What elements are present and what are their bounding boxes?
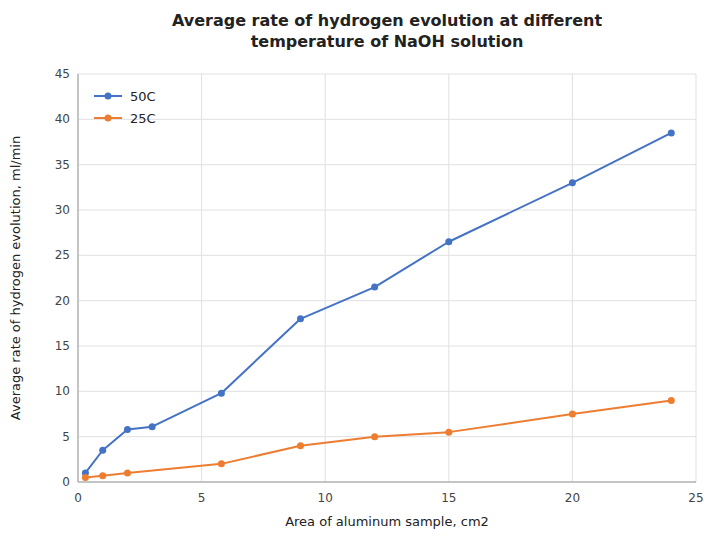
x-grid-line [201, 74, 202, 482]
x-axis-line [78, 482, 696, 483]
point [82, 474, 89, 481]
y-grid-line [78, 300, 696, 301]
y-tick-label: 5 [62, 430, 70, 444]
legend: 50C25C [94, 89, 156, 126]
y-tick-label: 20 [55, 294, 70, 308]
plot-area [82, 129, 675, 481]
grid [78, 74, 696, 482]
x-grid-line [696, 74, 697, 482]
x-tick-label: 10 [318, 491, 333, 505]
y-grid-line [78, 346, 696, 347]
series-line [85, 400, 671, 477]
x-tick-label: 5 [198, 491, 206, 505]
y-grid-line [78, 391, 696, 392]
point [99, 447, 106, 454]
x-grid-line [448, 74, 449, 482]
x-tick-label: 0 [74, 491, 82, 505]
x-tick-label: 15 [441, 491, 456, 505]
x-tick-label: 20 [565, 491, 580, 505]
x-grid-line [325, 74, 326, 482]
point [371, 433, 378, 440]
point [218, 460, 225, 467]
y-tick-label: 45 [55, 67, 70, 81]
y-grid-line [78, 74, 696, 75]
x-grid-line [78, 74, 79, 482]
series-line [85, 133, 671, 473]
y-tick-label: 25 [55, 248, 70, 262]
point [371, 284, 378, 291]
point [124, 426, 131, 433]
x-tick-label: 25 [688, 491, 703, 505]
point [569, 411, 576, 418]
title-line: temperature of NaOH solution [251, 32, 524, 51]
title-line: Average rate of hydrogen evolution at di… [172, 11, 602, 30]
chart: 0 5 10 15 20 25 30 35 40 45 0 5 10 15 20 25 Average rate… [0, 0, 720, 540]
legend-marker [105, 115, 112, 122]
point [99, 472, 106, 479]
point [218, 390, 225, 397]
y-axis-label: Average rate of hydrogen evolution, ml/m… [8, 136, 23, 420]
point [668, 129, 675, 136]
y-tick-label: 10 [55, 384, 70, 398]
point [149, 423, 156, 430]
y-tick-label: 40 [55, 112, 70, 126]
point [445, 238, 452, 245]
y-grid-line [78, 482, 696, 483]
legend-marker [105, 93, 112, 100]
y-grid-line [78, 119, 696, 120]
y-grid-line [78, 210, 696, 211]
y-tick-label: 30 [55, 203, 70, 217]
point [124, 469, 131, 476]
point [569, 179, 576, 186]
legend-label: 25C [130, 111, 156, 126]
y-grid-line [78, 164, 696, 165]
title: Average rate of hydrogen evolution at di… [172, 11, 602, 51]
y-tick-label: 35 [55, 158, 70, 172]
point [445, 429, 452, 436]
y-axis-line [78, 74, 79, 482]
legend-label: 50C [130, 89, 156, 104]
y-tick-label: 15 [55, 339, 70, 353]
y-grid-line [78, 255, 696, 256]
x-grid-line [572, 74, 573, 482]
point [297, 315, 304, 322]
point [668, 397, 675, 404]
x-axis-label: Area of aluminum sample, cm2 [285, 514, 489, 529]
y-tick-label: 0 [62, 475, 70, 489]
point [297, 442, 304, 449]
